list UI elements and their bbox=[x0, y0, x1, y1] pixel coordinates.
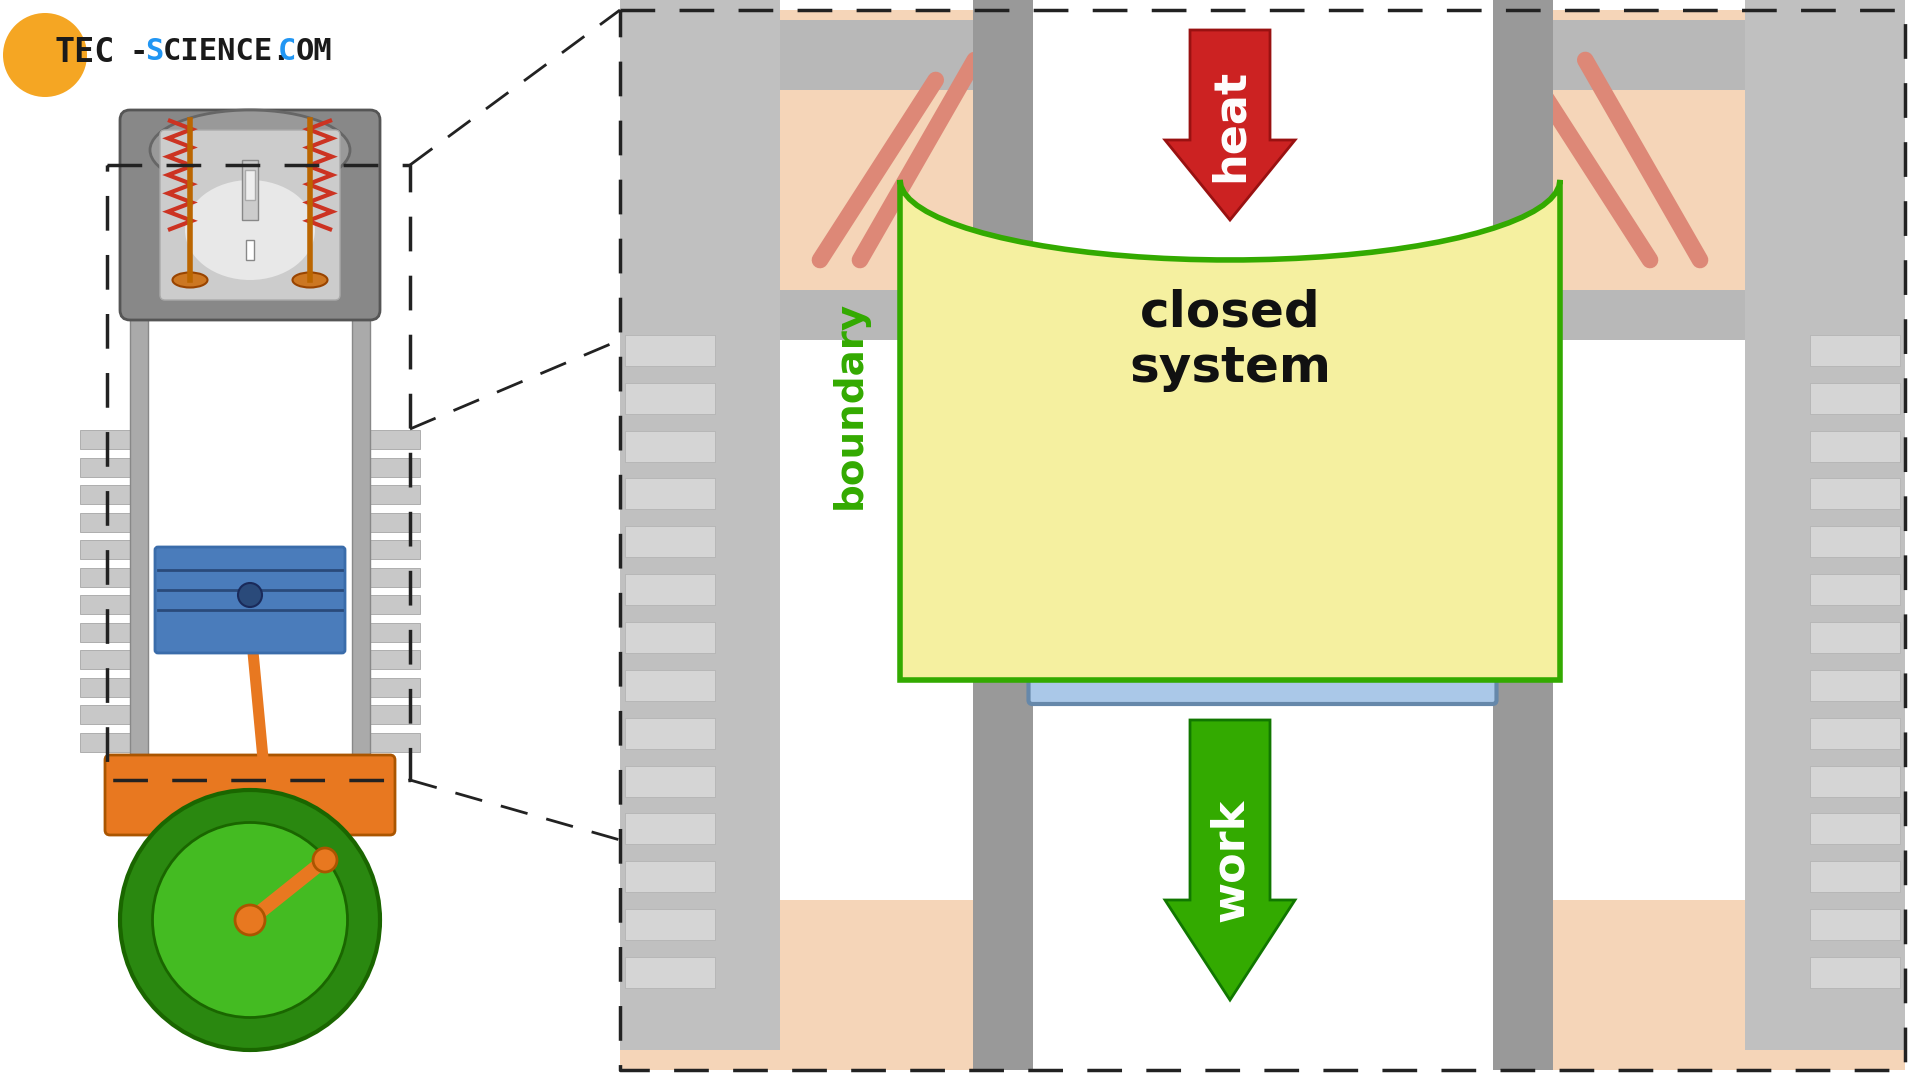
Bar bbox=[1811, 526, 1901, 557]
Text: heat: heat bbox=[1208, 68, 1252, 181]
Bar bbox=[626, 813, 714, 845]
Bar bbox=[626, 575, 714, 605]
Bar bbox=[1811, 957, 1901, 988]
Bar bbox=[626, 766, 714, 797]
Circle shape bbox=[119, 789, 380, 1050]
FancyBboxPatch shape bbox=[1029, 576, 1496, 704]
Text: OM: OM bbox=[296, 38, 332, 67]
Bar bbox=[626, 717, 714, 748]
FancyBboxPatch shape bbox=[119, 110, 380, 320]
Polygon shape bbox=[81, 430, 420, 449]
Polygon shape bbox=[81, 622, 420, 642]
Bar bbox=[1811, 478, 1901, 510]
FancyArrow shape bbox=[1165, 30, 1294, 220]
Polygon shape bbox=[148, 310, 351, 760]
Bar bbox=[620, 0, 780, 1050]
Polygon shape bbox=[81, 458, 420, 476]
Circle shape bbox=[4, 13, 86, 97]
Bar bbox=[1811, 575, 1901, 605]
Polygon shape bbox=[146, 705, 355, 725]
Bar bbox=[1811, 766, 1901, 797]
Bar bbox=[626, 526, 714, 557]
FancyBboxPatch shape bbox=[106, 755, 396, 835]
Bar bbox=[620, 21, 1905, 90]
Bar bbox=[626, 478, 714, 510]
Bar bbox=[242, 160, 257, 220]
Polygon shape bbox=[146, 430, 355, 449]
Bar bbox=[626, 670, 714, 701]
Ellipse shape bbox=[292, 272, 328, 287]
Text: CIENCE.: CIENCE. bbox=[163, 38, 292, 67]
Polygon shape bbox=[146, 540, 355, 559]
Polygon shape bbox=[81, 485, 420, 504]
Text: -: - bbox=[131, 38, 148, 67]
Bar bbox=[626, 431, 714, 461]
Ellipse shape bbox=[173, 272, 207, 287]
Ellipse shape bbox=[150, 110, 349, 190]
Circle shape bbox=[234, 905, 265, 935]
Bar bbox=[1811, 861, 1901, 892]
FancyBboxPatch shape bbox=[159, 130, 340, 300]
Polygon shape bbox=[146, 513, 355, 531]
Bar bbox=[1811, 909, 1901, 941]
Bar bbox=[1745, 0, 1905, 1050]
Text: S: S bbox=[146, 38, 163, 67]
Bar bbox=[620, 900, 1905, 1070]
Bar bbox=[131, 310, 148, 760]
Polygon shape bbox=[146, 650, 355, 670]
Bar bbox=[620, 291, 1905, 340]
Polygon shape bbox=[81, 540, 420, 559]
Text: work: work bbox=[1208, 798, 1252, 921]
Bar bbox=[1811, 622, 1901, 653]
Bar bbox=[1811, 335, 1901, 366]
Bar bbox=[626, 909, 714, 941]
Bar bbox=[626, 861, 714, 892]
Polygon shape bbox=[81, 650, 420, 670]
Polygon shape bbox=[81, 513, 420, 531]
Bar bbox=[1811, 670, 1901, 701]
Bar bbox=[626, 957, 714, 988]
Text: TEC: TEC bbox=[56, 36, 115, 68]
Bar bbox=[246, 240, 253, 260]
FancyBboxPatch shape bbox=[156, 546, 346, 653]
Polygon shape bbox=[81, 705, 420, 725]
Bar bbox=[1811, 431, 1901, 461]
Bar bbox=[626, 335, 714, 366]
Polygon shape bbox=[146, 732, 355, 752]
Bar bbox=[1033, 0, 1492, 1070]
Bar bbox=[626, 382, 714, 414]
Polygon shape bbox=[900, 180, 1559, 680]
Circle shape bbox=[313, 848, 338, 872]
Bar bbox=[973, 0, 1033, 1070]
Bar bbox=[1492, 0, 1553, 1070]
Bar bbox=[620, 10, 1905, 291]
Text: C: C bbox=[278, 38, 296, 67]
Bar bbox=[620, 10, 1905, 1070]
Polygon shape bbox=[81, 732, 420, 752]
Polygon shape bbox=[146, 567, 355, 586]
Polygon shape bbox=[81, 595, 420, 615]
Polygon shape bbox=[146, 595, 355, 615]
Text: closed
system: closed system bbox=[1129, 288, 1331, 392]
Polygon shape bbox=[81, 677, 420, 697]
Bar bbox=[1811, 813, 1901, 845]
Polygon shape bbox=[146, 485, 355, 504]
Bar bbox=[1811, 382, 1901, 414]
Bar bbox=[626, 622, 714, 653]
Bar bbox=[1811, 717, 1901, 748]
Bar bbox=[246, 170, 255, 200]
Circle shape bbox=[152, 823, 348, 1017]
Polygon shape bbox=[146, 458, 355, 476]
Ellipse shape bbox=[184, 180, 315, 280]
Polygon shape bbox=[146, 622, 355, 642]
Text: boundary: boundary bbox=[831, 301, 870, 509]
Polygon shape bbox=[81, 567, 420, 586]
Circle shape bbox=[238, 583, 261, 607]
Polygon shape bbox=[146, 677, 355, 697]
Bar bbox=[351, 310, 371, 760]
FancyArrow shape bbox=[1165, 720, 1294, 1000]
